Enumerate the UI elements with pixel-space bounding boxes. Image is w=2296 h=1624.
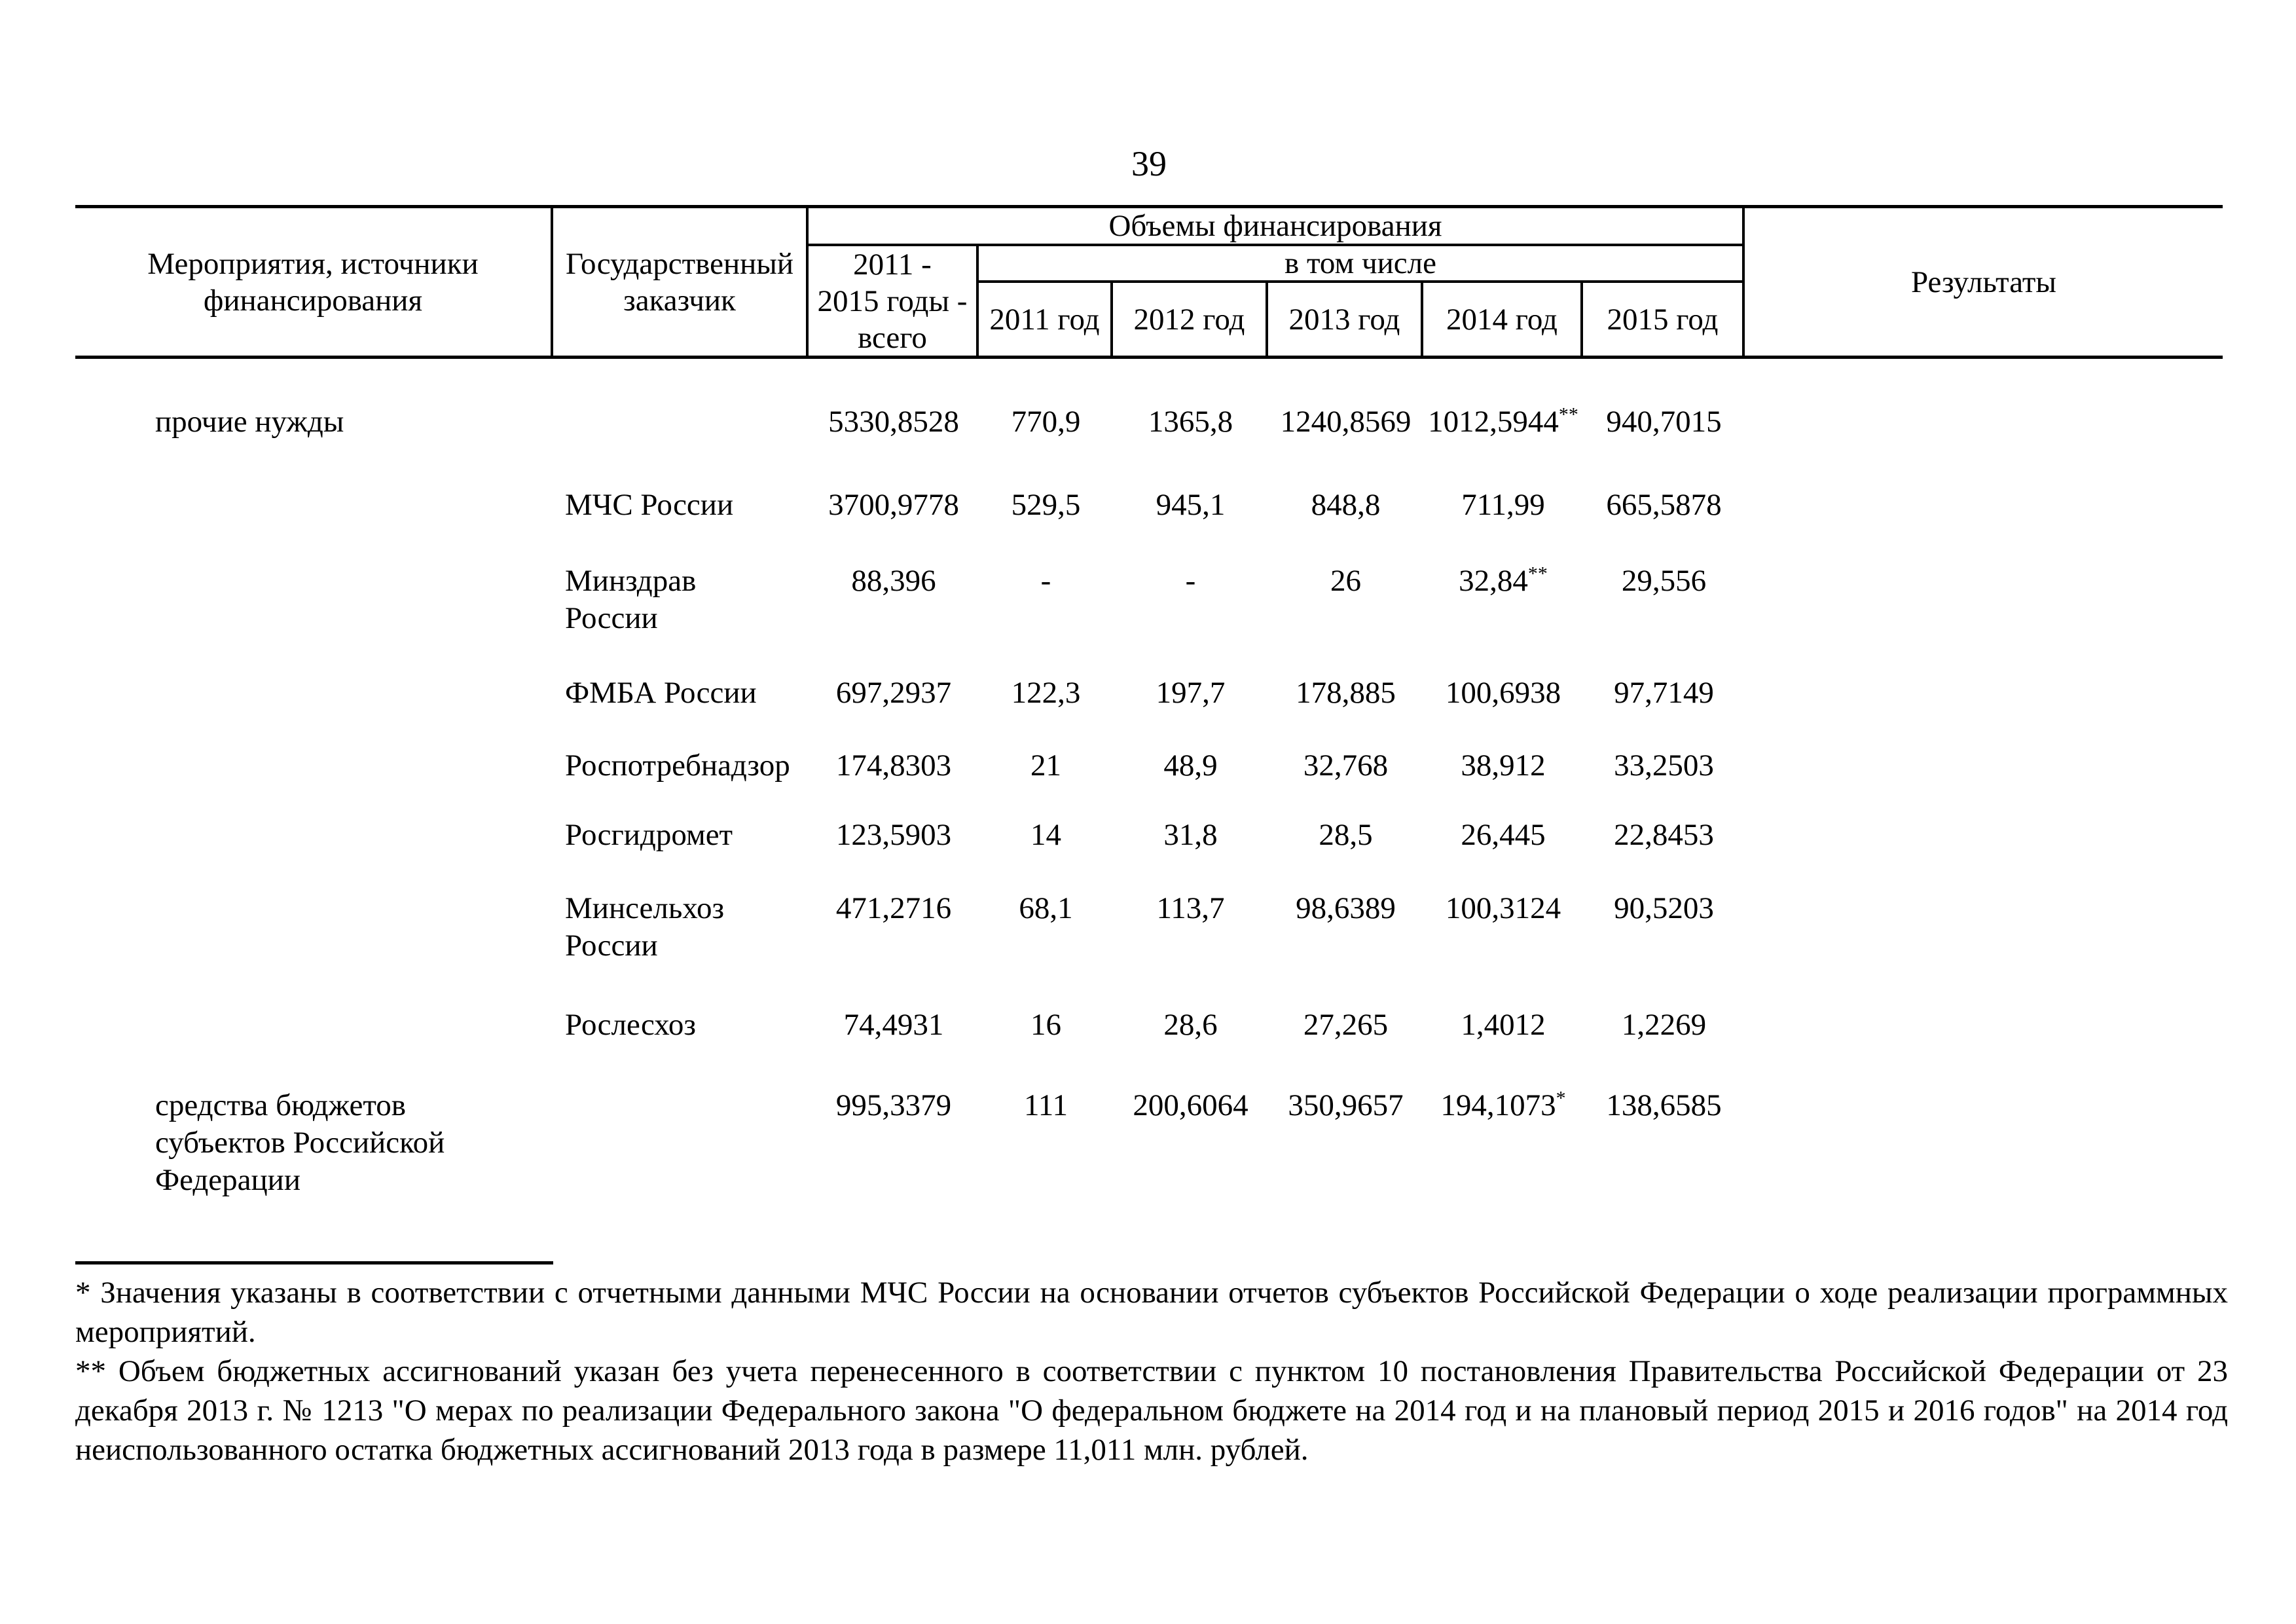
- cell-year-2014: 26,445: [1461, 818, 1546, 852]
- row-label: Росгидромет: [565, 818, 733, 852]
- footnote-separator: [75, 1261, 553, 1264]
- cell-year-2013: 178,885: [1296, 676, 1396, 710]
- header-including: в том числе: [979, 246, 1745, 283]
- financing-table: Мероприятия, источники финансирования Го…: [75, 205, 2223, 1259]
- cell-year-2011: 16: [1030, 1008, 1061, 1042]
- cell-year-2012: 197,7: [1156, 676, 1226, 710]
- table-row-rosgidromet: Росгидромет 123,5903 14 31,8 28,5 26,445…: [75, 817, 2223, 854]
- cell-year-2013: 848,8: [1311, 488, 1381, 522]
- row-label: МЧС России: [565, 488, 734, 522]
- cell-year-2012: 31,8: [1163, 818, 1218, 852]
- cell-year-2011: 21: [1030, 748, 1061, 783]
- header-state-customer: Государственный заказчик: [553, 208, 809, 356]
- footnote-single-asterisk: * Значения указаны в соответствии с отче…: [75, 1276, 2228, 1349]
- cell-year-2014: 32,84**: [1459, 563, 1548, 598]
- cell-year-2013: 98,6389: [1296, 891, 1396, 925]
- cell-total: 3700,9778: [828, 488, 959, 522]
- cell-year-2013: 27,265: [1303, 1008, 1389, 1042]
- row-label: прочие нужды: [155, 405, 344, 439]
- cell-year-2015: 33,2503: [1614, 748, 1714, 783]
- table-row-rosleshoz: Рослесхоз 74,4931 16 28,6 27,265 1,4012 …: [75, 1006, 2223, 1044]
- header-year-2014: 2014 год: [1423, 283, 1583, 356]
- table-row-rospotrebnadzor: Роспотребнадзор 174,8303 21 48,9 32,768 …: [75, 747, 2223, 784]
- cell-year-2012: 945,1: [1156, 488, 1226, 522]
- row-label: ФМБА России: [565, 676, 757, 710]
- cell-year-2012: 113,7: [1156, 891, 1225, 925]
- header-year-2011: 2011 год: [979, 283, 1113, 356]
- cell-year-2012: 200,6064: [1133, 1088, 1248, 1122]
- header-total-2011-2015: 2011 - 2015 годы - всего: [809, 246, 979, 356]
- cell-year-2013: 350,9657: [1288, 1088, 1404, 1122]
- table-row-fmba: ФМБА России 697,2937 122,3 197,7 178,885…: [75, 674, 2223, 712]
- page-number: 39: [1131, 144, 1167, 183]
- cell-year-2015: 665,5878: [1606, 488, 1722, 522]
- row-label: средства бюджетов субъектов Российской Ф…: [155, 1088, 445, 1197]
- table-header: Мероприятия, источники финансирования Го…: [75, 205, 2223, 359]
- cell-total: 5330,8528: [828, 405, 959, 439]
- cell-year-2012: 28,6: [1163, 1008, 1218, 1042]
- cell-year-2015: 90,5203: [1614, 891, 1714, 925]
- table-row-mchs: МЧС России 3700,9778 529,5 945,1 848,8 7…: [75, 487, 2223, 524]
- cell-year-2011: -: [1040, 564, 1051, 598]
- cell-year-2014: 1012,5944**: [1428, 403, 1578, 439]
- cell-total: 174,8303: [835, 748, 952, 783]
- cell-year-2014: 100,3124: [1445, 891, 1561, 925]
- cell-total: 74,4931: [843, 1008, 944, 1042]
- cell-year-2012: 1365,8: [1148, 405, 1233, 439]
- table-row-regional-budgets: средства бюджетов субъектов Российской Ф…: [75, 1087, 2223, 1199]
- table-row-other-needs: прочие нужды 5330,8528 770,9 1365,8 1240…: [75, 403, 2223, 441]
- cell-total: 88,396: [851, 564, 936, 598]
- cell-year-2015: 22,8453: [1614, 818, 1714, 852]
- cell-year-2013: 28,5: [1319, 818, 1373, 852]
- cell-year-2014: 1,4012: [1461, 1008, 1546, 1042]
- cell-total: 697,2937: [835, 676, 952, 710]
- cell-year-2011: 14: [1030, 818, 1061, 852]
- footnote-double-asterisk: ** Объем бюджетных ассигнований указан б…: [75, 1354, 2228, 1467]
- table-row-minzdrav: Минздрав России 88,396 - - 26 32,84** 29…: [75, 563, 2223, 637]
- cell-year-2011: 111: [1023, 1088, 1068, 1122]
- header-financing-volumes: Объемы финансирования: [809, 208, 1745, 246]
- row-label: Рослесхоз: [565, 1008, 697, 1042]
- cell-total: 471,2716: [835, 891, 952, 925]
- cell-year-2014: 194,1073*: [1440, 1087, 1566, 1122]
- cell-year-2013: 1240,8569: [1280, 405, 1412, 439]
- cell-year-2015: 1,2269: [1621, 1008, 1707, 1042]
- cell-year-2012: 48,9: [1163, 748, 1218, 783]
- cell-year-2011: 122,3: [1011, 676, 1081, 710]
- row-label: Минздрав России: [565, 564, 697, 635]
- table-row-minselhoz: Минсельхоз России 471,2716 68,1 113,7 98…: [75, 890, 2223, 965]
- header-year-2013: 2013 год: [1268, 283, 1423, 356]
- row-label: Минсельхоз России: [565, 891, 725, 963]
- row-label: Роспотребнадзор: [565, 748, 790, 783]
- header-results: Результаты: [1911, 265, 2056, 299]
- cell-year-2014: 711,99: [1461, 488, 1545, 522]
- cell-year-2012: -: [1185, 564, 1196, 598]
- cell-year-2015: 29,556: [1621, 564, 1707, 598]
- header-activities-sources: Мероприятия, источники финансирования: [75, 208, 553, 356]
- cell-year-2014: 100,6938: [1445, 676, 1561, 710]
- header-year-2015: 2015 год: [1583, 283, 1745, 356]
- footnotes: * Значения указаны в соответствии с отче…: [75, 1273, 2228, 1469]
- cell-year-2015: 138,6585: [1606, 1088, 1722, 1122]
- cell-year-2011: 529,5: [1011, 488, 1081, 522]
- cell-year-2011: 770,9: [1011, 405, 1081, 439]
- cell-year-2013: 32,768: [1303, 748, 1389, 783]
- table-body: прочие нужды 5330,8528 770,9 1365,8 1240…: [75, 359, 2223, 1259]
- cell-year-2015: 940,7015: [1606, 405, 1722, 439]
- cell-year-2015: 97,7149: [1614, 676, 1714, 710]
- cell-total: 995,3379: [835, 1088, 952, 1122]
- cell-year-2013: 26: [1330, 564, 1361, 598]
- header-year-2012: 2012 год: [1113, 283, 1268, 356]
- cell-year-2011: 68,1: [1019, 891, 1073, 925]
- cell-year-2014: 38,912: [1461, 748, 1546, 783]
- cell-total: 123,5903: [835, 818, 952, 852]
